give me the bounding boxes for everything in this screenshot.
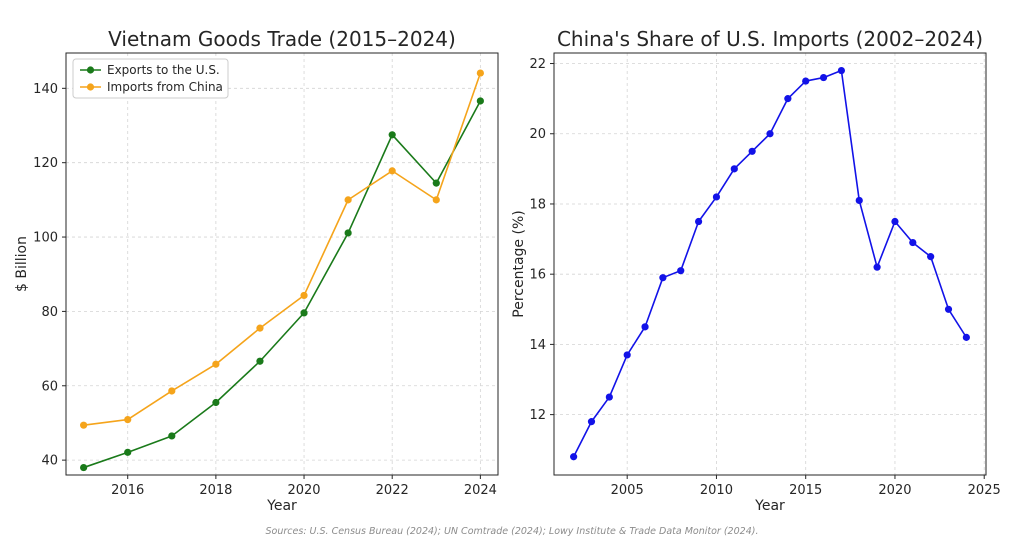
- chart-china-share: China's Share of U.S. Imports (2002–2024…: [511, 27, 1001, 514]
- x-tick-label: 2016: [111, 483, 144, 498]
- data-point: [388, 131, 396, 139]
- legend-frame: [72, 58, 229, 99]
- data-point: [677, 267, 685, 275]
- data-point: [837, 66, 846, 75]
- data-point: [168, 432, 176, 440]
- x-tick-label: 2020: [878, 483, 911, 498]
- gridlines: [66, 53, 498, 475]
- data-point: [748, 147, 756, 155]
- data-point: [80, 463, 88, 472]
- y-tick-label: 12: [529, 408, 546, 423]
- data-point: [570, 453, 578, 461]
- gridlines: [554, 53, 986, 475]
- data-point: [344, 229, 352, 237]
- tick-labels: 2005 2010 2015 2020 2025 12 14 16 18 20 22: [529, 57, 1000, 498]
- data-point: [962, 333, 970, 341]
- x-tick-label: 2020: [287, 483, 320, 498]
- data-point: [944, 305, 953, 313]
- data-point: [802, 77, 810, 85]
- x-tick-label: 2025: [968, 483, 1001, 498]
- series-line-0: [83, 100, 482, 469]
- data-point: [784, 95, 792, 103]
- series-line-1: [83, 72, 482, 426]
- x-tick-label: 2005: [611, 483, 644, 498]
- data-point: [819, 73, 828, 82]
- y-tick-label: 80: [41, 305, 58, 320]
- data-point: [124, 416, 132, 424]
- data-point: [873, 263, 881, 271]
- x-tick-label: 2024: [464, 483, 497, 498]
- x-tick-label: 2018: [199, 483, 232, 498]
- data-point: [476, 97, 484, 105]
- legend-label-imports: Imports from China: [107, 80, 223, 94]
- data-point: [927, 253, 935, 261]
- data-point: [212, 398, 220, 407]
- chart-vietnam-trade: Vietnam Goods Trade (2015–2024) 2016 2018…: [14, 27, 499, 514]
- plot-frame: [65, 52, 499, 476]
- data-point: [256, 357, 264, 365]
- x-tick-label: 2010: [700, 483, 733, 498]
- data-point: [909, 238, 917, 247]
- data-point: [300, 291, 308, 300]
- x-axis-label: Year: [266, 498, 297, 514]
- data-point: [432, 179, 440, 187]
- data-point: [623, 351, 631, 359]
- series-line-0: [572, 69, 968, 458]
- source-note: Sources: U.S. Census Bureau (2024); UN C…: [265, 526, 759, 537]
- y-tick-label: 22: [529, 57, 546, 72]
- data-point: [388, 167, 396, 175]
- data-point: [712, 193, 721, 201]
- y-tick-label: 16: [529, 268, 546, 283]
- y-tick-label: 140: [33, 82, 58, 97]
- series-layer: [570, 66, 970, 461]
- y-axis-label: $ Billion: [14, 236, 30, 292]
- legend: Exports to the U.S. Imports from China: [72, 58, 229, 99]
- data-point: [659, 274, 667, 282]
- data-point: [168, 387, 176, 395]
- data-point: [344, 196, 352, 204]
- tick-labels: 2016 2018 2020 2022 2024 40 60 80 100 120 140: [33, 82, 497, 498]
- plot-frame: [553, 52, 987, 476]
- y-tick-label: 60: [41, 379, 58, 394]
- x-axis-label: Year: [754, 498, 785, 514]
- legend-marker-exports: [86, 66, 95, 74]
- chart-title: Vietnam Goods Trade (2015–2024): [108, 27, 456, 51]
- data-point: [766, 130, 774, 138]
- y-tick-label: 100: [33, 231, 58, 246]
- y-axis-label: Percentage (%): [511, 210, 527, 317]
- data-point: [730, 165, 738, 173]
- data-point: [432, 196, 440, 204]
- x-tick-label: 2022: [376, 483, 409, 498]
- data-point: [124, 448, 132, 456]
- y-tick-label: 20: [529, 127, 546, 142]
- y-tick-label: 18: [529, 197, 546, 212]
- data-point: [256, 324, 264, 332]
- data-point: [587, 418, 596, 426]
- data-point: [476, 69, 484, 77]
- x-tick-label: 2015: [789, 483, 822, 498]
- data-point: [891, 217, 899, 226]
- data-point: [605, 393, 613, 401]
- data-point: [212, 360, 220, 368]
- data-point: [641, 323, 649, 331]
- data-point: [300, 309, 308, 317]
- data-point: [855, 196, 863, 205]
- data-point: [694, 217, 703, 226]
- data-point: [80, 421, 88, 429]
- y-tick-label: 120: [33, 156, 58, 171]
- legend-marker-imports: [86, 83, 95, 91]
- chart-title: China's Share of U.S. Imports (2002–2024…: [557, 27, 983, 51]
- y-tick-label: 40: [41, 454, 58, 469]
- legend-label-exports: Exports to the U.S.: [107, 63, 220, 77]
- y-tick-label: 14: [529, 338, 546, 353]
- series-layer: [80, 69, 484, 472]
